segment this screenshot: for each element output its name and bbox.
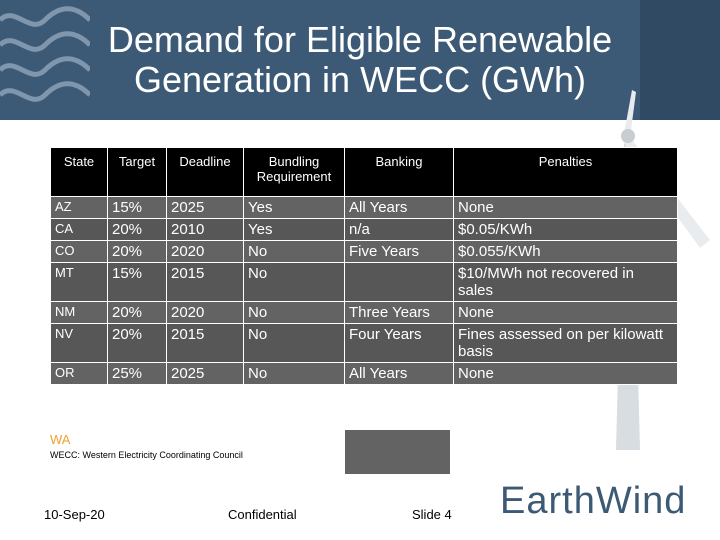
cell-banking: Four Years: [344, 323, 454, 363]
cell-state: OR: [50, 362, 108, 385]
cell-bundling: No: [243, 240, 345, 263]
cell-target: 20%: [107, 218, 167, 241]
cell-state: NM: [50, 301, 108, 324]
col-header-bundling: Bundling Requirement: [243, 147, 345, 197]
cell-banking: All Years: [344, 362, 454, 385]
table-header-row: State Target Deadline Bundling Requireme…: [50, 147, 678, 197]
cell-deadline: 2020: [166, 240, 244, 263]
cell-bundling: No: [243, 362, 345, 385]
title-banner: [0, 0, 720, 120]
cell-penalties: $10/MWh not recovered in sales: [453, 262, 678, 302]
cell-deadline: 2020: [166, 301, 244, 324]
cell-penalties: None: [453, 196, 678, 219]
cell-banking: n/a: [344, 218, 454, 241]
footer-date: 10-Sep-20: [44, 507, 105, 522]
partial-row-state: WA: [50, 432, 71, 447]
footer-confidential: Confidential: [228, 507, 297, 522]
slide-title-line2: Generation in WECC (GWh): [133, 59, 587, 100]
cell-target: 20%: [107, 301, 167, 324]
table-row: CA 20% 2010 Yes n/a $0.05/KWh: [50, 218, 678, 241]
table-row: NV 20% 2015 No Four Years Fines assessed…: [50, 323, 678, 363]
cell-bundling: No: [243, 301, 345, 324]
cell-bundling: No: [243, 262, 345, 302]
cell-state: CO: [50, 240, 108, 263]
cell-penalties: $0.055/KWh: [453, 240, 678, 263]
cell-penalties: $0.05/KWh: [453, 218, 678, 241]
banner-right-panel: [640, 0, 720, 120]
partial-row-fragment: 0: [604, 434, 612, 450]
partial-row-cell: [345, 430, 450, 474]
cell-target: 25%: [107, 362, 167, 385]
table-row: NM 20% 2020 No Three Years None: [50, 301, 678, 324]
cell-deadline: 2015: [166, 323, 244, 363]
col-header-banking: Banking: [344, 147, 454, 197]
cell-target: 20%: [107, 240, 167, 263]
cell-state: NV: [50, 323, 108, 363]
cell-target: 20%: [107, 323, 167, 363]
footnote: WECC: Western Electricity Coordinating C…: [50, 450, 243, 460]
cell-target: 15%: [107, 196, 167, 219]
cell-state: CA: [50, 218, 108, 241]
cell-banking: [344, 262, 454, 302]
rps-table: State Target Deadline Bundling Requireme…: [50, 147, 678, 385]
cell-state: MT: [50, 262, 108, 302]
cell-deadline: 2010: [166, 218, 244, 241]
cell-bundling: No: [243, 323, 345, 363]
cell-penalties: Fines assessed on per kilowatt basis: [453, 323, 678, 363]
wave-logo-decoration: [0, 6, 90, 102]
cell-bundling: Yes: [243, 196, 345, 219]
cell-target: 15%: [107, 262, 167, 302]
col-header-target: Target: [107, 147, 167, 197]
earthwind-logo: EarthWind: [500, 480, 687, 522]
table-row: AZ 15% 2025 Yes All Years None: [50, 196, 678, 219]
cell-banking: All Years: [344, 196, 454, 219]
cell-bundling: Yes: [243, 218, 345, 241]
cell-deadline: 2025: [166, 362, 244, 385]
cell-state: AZ: [50, 196, 108, 219]
cell-penalties: None: [453, 301, 678, 324]
slide-title: Demand for Eligible Renewable Generation…: [20, 20, 700, 100]
cell-banking: Three Years: [344, 301, 454, 324]
col-header-deadline: Deadline: [166, 147, 244, 197]
slide-title-line1: Demand for Eligible Renewable: [107, 19, 613, 60]
table-row: MT 15% 2015 No $10/MWh not recovered in …: [50, 262, 678, 302]
table-row: CO 20% 2020 No Five Years $0.055/KWh: [50, 240, 678, 263]
cell-penalties: None: [453, 362, 678, 385]
cell-banking: Five Years: [344, 240, 454, 263]
table-row: OR 25% 2025 No All Years None: [50, 362, 678, 385]
cell-deadline: 2025: [166, 196, 244, 219]
footer-slide-number: Slide 4: [412, 507, 452, 522]
cell-deadline: 2015: [166, 262, 244, 302]
col-header-penalties: Penalties: [453, 147, 678, 197]
col-header-state: State: [50, 147, 108, 197]
